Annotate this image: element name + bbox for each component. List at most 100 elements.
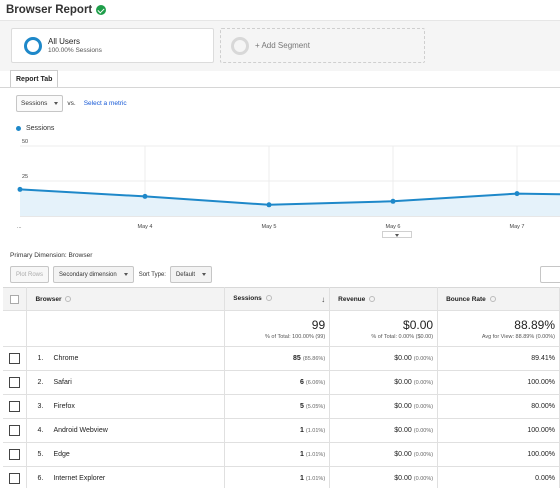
browser-name-link[interactable]: Safari	[53, 379, 72, 386]
revenue-cell: $0.00 (0.00%)	[329, 370, 439, 395]
help-icon[interactable]	[65, 295, 72, 302]
column-header-revenue[interactable]: Revenue	[329, 287, 439, 311]
sessions-area	[20, 189, 560, 216]
sort-type-dropdown[interactable]: Default	[169, 266, 212, 283]
sort-descending-icon[interactable]: ↓	[321, 294, 326, 304]
segment-bar: All Users 100.00% Sessions + Add Segment	[0, 21, 560, 71]
column-header-sessions[interactable]: Sessions ↓	[224, 287, 331, 311]
segment-all-users[interactable]: All Users 100.00% Sessions	[11, 28, 214, 63]
row-checkbox[interactable]	[9, 449, 21, 460]
chevron-down-icon	[123, 273, 128, 276]
table-row: 5. Edge 1 (1.01%) $0.00 (0.00%) 100.00%	[3, 442, 560, 467]
sessions-chart: 50 25... May 4 May 5 May 6 May 7	[17, 139, 560, 230]
chevron-down-icon	[201, 273, 206, 276]
browser-cell: 2. Safari	[26, 370, 226, 395]
row-rank: 1.	[37, 355, 44, 362]
sessions-line	[19, 188, 560, 206]
data-point	[17, 186, 23, 192]
sessions-cell: 85 (85.86%)	[224, 346, 331, 371]
chevron-down-icon	[54, 102, 59, 105]
row-checkbox[interactable]	[9, 425, 21, 436]
help-icon[interactable]	[265, 294, 272, 301]
select-all-checkbox[interactable]	[10, 294, 20, 304]
row-rank: 3.	[37, 403, 44, 410]
table-header-row: Browser Sessions ↓ Revenue Bounce Rate	[3, 287, 560, 311]
select-metric-link[interactable]: Select a metric	[83, 100, 127, 107]
browser-name-link[interactable]: Android Webview	[53, 427, 108, 434]
totals-bounce-rate: 88.89% Avg for View: 88.89% (0.00%)	[437, 310, 560, 347]
bounce-rate-cell: 100.00%	[437, 418, 560, 443]
primary-dimension: Primary Dimension: Browser	[10, 252, 92, 259]
sessions-cell: 6 (6.06%)	[224, 370, 331, 395]
row-checkbox[interactable]	[9, 377, 21, 388]
table-row: 4. Android Webview 1 (1.01%) $0.00 (0.00%) 100…	[3, 418, 560, 443]
segment-name: All Users	[48, 37, 81, 46]
browser-cell: 4. Android Webview	[26, 418, 226, 443]
check-circle-icon	[96, 5, 107, 15]
bounce-rate-cell: 80.00%	[437, 394, 560, 419]
totals-revenue: $0.00 % of Total: 0.00% ($0.00)	[329, 310, 439, 347]
plot-rows-button[interactable]: Plot Rows	[10, 266, 50, 283]
bounce-rate-cell: 0.00%	[437, 466, 560, 488]
x-tick-label: May 6	[386, 224, 401, 230]
sort-type-value: Default	[175, 271, 195, 278]
y-tick-label: 50	[22, 139, 28, 145]
sessions-cell: 1 (1.01%)	[224, 466, 331, 488]
revenue-cell: $0.00 (0.00%)	[329, 418, 439, 443]
add-segment-button[interactable]: + Add Segment	[220, 28, 425, 63]
table-toolbar: Plot Rows Secondary dimension Sort Type:…	[10, 266, 212, 283]
totals-sessions: 99 % of Total: 100.00% (99)	[224, 310, 331, 347]
chart-legend: Sessions	[16, 125, 54, 132]
revenue-cell: $0.00 (0.00%)	[329, 466, 439, 488]
row-rank: 6.	[37, 475, 44, 482]
browser-table: Browser Sessions ↓ Revenue Bounce Rate 99…	[3, 287, 560, 488]
table-row: 6. Internet Explorer 1 (1.01%) $0.00 (0.00%) 0…	[3, 466, 560, 488]
browser-cell: 1. Chrome	[26, 346, 226, 371]
browser-name-link[interactable]: Edge	[53, 451, 70, 458]
sessions-cell: 1 (1.01%)	[224, 442, 331, 467]
empty-segment-icon	[231, 36, 249, 55]
metric-dropdown-value: Sessions	[21, 100, 48, 107]
x-tick-label: ...	[17, 224, 22, 230]
primary-dimension-value: Browser	[68, 252, 93, 259]
data-point	[514, 191, 520, 197]
table-row: 2. Safari 6 (6.06%) $0.00 (0.00%) 100.00%	[3, 370, 560, 395]
table-search-input[interactable]	[540, 266, 560, 283]
browser-name-link[interactable]: Internet Explorer	[53, 475, 106, 482]
row-rank: 5.	[37, 451, 44, 458]
browser-name-link[interactable]: Firefox	[53, 403, 75, 410]
totals-row: 99 % of Total: 100.00% (99) $0.00 % of T…	[3, 310, 560, 347]
y-tick-label: 25	[22, 174, 28, 180]
segment-ring-icon	[24, 36, 42, 55]
secondary-dimension-dropdown[interactable]: Secondary dimension	[53, 266, 134, 283]
tab-report[interactable]: Report Tab	[10, 70, 59, 88]
report-header: Browser Report	[0, 0, 560, 21]
sessions-cell: 5 (5.05%)	[224, 394, 331, 419]
secondary-dimension-label: Secondary dimension	[59, 271, 117, 278]
column-header-bounce-rate[interactable]: Bounce Rate	[437, 287, 560, 311]
row-checkbox[interactable]	[9, 353, 21, 364]
primary-dimension-label: Primary Dimension:	[10, 252, 67, 259]
x-tick-label: May 7	[510, 224, 525, 230]
data-point	[266, 202, 272, 208]
table-row: 1. Chrome 85 (85.86%) $0.00 (0.00%) 89.41%	[3, 346, 560, 371]
metric-dropdown[interactable]: Sessions	[16, 95, 64, 112]
browser-cell: 3. Firefox	[26, 394, 226, 419]
browser-cell: 6. Internet Explorer	[26, 466, 226, 488]
row-checkbox[interactable]	[9, 473, 21, 484]
x-tick-label: May 4	[138, 224, 153, 230]
sessions-cell: 1 (1.01%)	[224, 418, 331, 443]
table-row: 3. Firefox 5 (5.05%) $0.00 (0.00%) 80.00%	[3, 394, 560, 419]
chart-scroll-handle[interactable]	[382, 231, 412, 238]
row-checkbox[interactable]	[9, 401, 21, 412]
revenue-cell: $0.00 (0.00%)	[329, 394, 439, 419]
row-rank: 4.	[37, 427, 44, 434]
browser-name-link[interactable]: Chrome	[53, 355, 79, 362]
help-icon[interactable]	[369, 295, 376, 302]
add-segment-label: + Add Segment	[255, 41, 310, 50]
column-header-browser[interactable]: Browser	[26, 287, 226, 311]
bounce-rate-cell: 100.00%	[437, 370, 560, 395]
legend-series-label: Sessions	[26, 125, 55, 132]
page-title: Browser Report	[6, 4, 93, 16]
help-icon[interactable]	[489, 295, 496, 302]
